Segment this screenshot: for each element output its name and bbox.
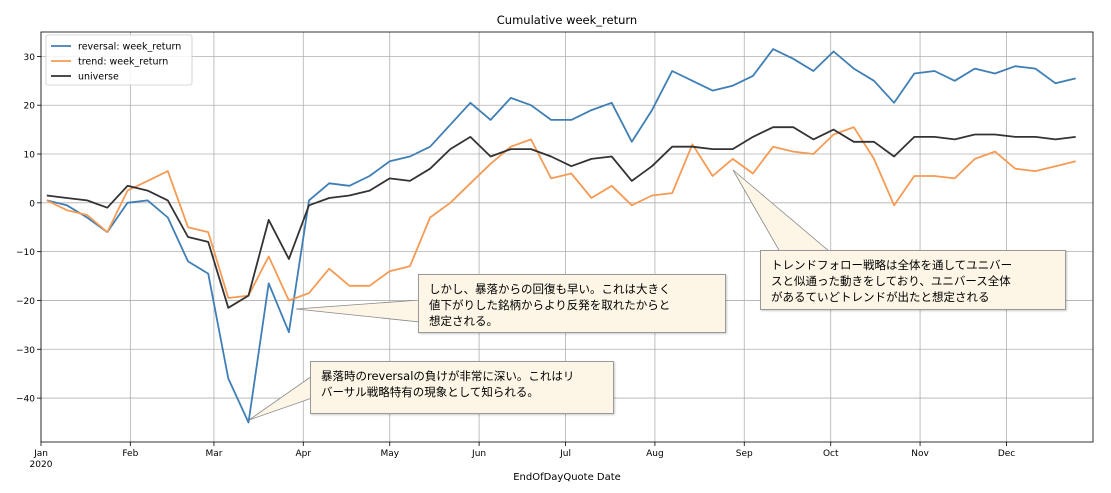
x-tick-label: Jun	[471, 449, 486, 459]
y-tick-label: 20	[24, 102, 36, 112]
y-tick-label: 30	[24, 53, 36, 63]
x-tick-label: Aug	[646, 449, 664, 459]
annotation-pointer-recovery	[296, 300, 420, 322]
legend-label-universe: universe	[78, 72, 119, 83]
x-axis: Jan Feb Mar Apr May Jun Jul Aug Sep Oct Nov Dec 2020	[30, 442, 1016, 470]
x-tick-label: Dec	[998, 449, 1015, 459]
annotation-line: 値下がりした銘柄からより反発を取れたからと	[429, 297, 715, 313]
x-tick-label: Mar	[205, 449, 222, 459]
y-tick-label: −40	[16, 395, 35, 405]
annotation-line: トレンドフォロー戦略は全体を通してユニバー	[771, 257, 1055, 273]
x-tick-label: Nov	[911, 449, 929, 459]
x-tick-label: Oct	[823, 449, 839, 459]
x-tick-label: Jul	[559, 449, 571, 459]
annotation-crash-loss: 暴落時のreversalの負けが非常に深い。これはリ バーサル戦略特有の現象とし…	[310, 361, 614, 414]
y-tick-label: 10	[24, 151, 36, 161]
annotation-line: バーサル戦略特有の現象として知られる。	[321, 384, 603, 400]
x-tick-year-label: 2020	[30, 460, 53, 470]
legend-label-reversal: reversal: week_return	[78, 42, 181, 53]
annotation-line: があるていどトレンドが出たと想定される	[771, 289, 1055, 305]
y-tick-label: 0	[29, 199, 35, 209]
y-tick-label: −30	[16, 346, 35, 356]
annotation-pointer-trend	[733, 170, 830, 252]
y-axis: 30 20 10 0 −10 −20 −30 −40	[16, 53, 41, 405]
y-tick-label: −10	[16, 248, 35, 258]
chart-title: Cumulative week_return	[497, 13, 637, 27]
annotation-line: 想定される。	[429, 313, 715, 329]
annotation-line: スと似通った動きをしており、ユニバース全体	[771, 273, 1055, 289]
x-tick-label: Jan	[33, 449, 48, 459]
x-tick-label: May	[380, 449, 399, 459]
annotation-recovery: しかし、暴落からの回復も早い。これは大きく 値下がりした銘柄からより反発を取れた…	[418, 274, 726, 333]
x-tick-label: Feb	[122, 449, 138, 459]
x-axis-title: EndOfDayQuote Date	[513, 472, 621, 483]
annotation-line: しかし、暴落からの回復も早い。これは大きく	[429, 281, 715, 297]
annotation-trend-follow: トレンドフォロー戦略は全体を通してユニバー スと似通った動きをしており、ユニバー…	[760, 250, 1066, 310]
annotation-line: 暴落時のreversalの負けが非常に深い。これはリ	[321, 368, 603, 384]
legend: reversal: week_return trend: week_return…	[46, 35, 192, 85]
x-tick-label: Apr	[295, 449, 311, 459]
y-tick-label: −20	[16, 297, 35, 307]
legend-label-trend: trend: week_return	[78, 57, 168, 68]
x-tick-label: Sep	[736, 449, 753, 459]
